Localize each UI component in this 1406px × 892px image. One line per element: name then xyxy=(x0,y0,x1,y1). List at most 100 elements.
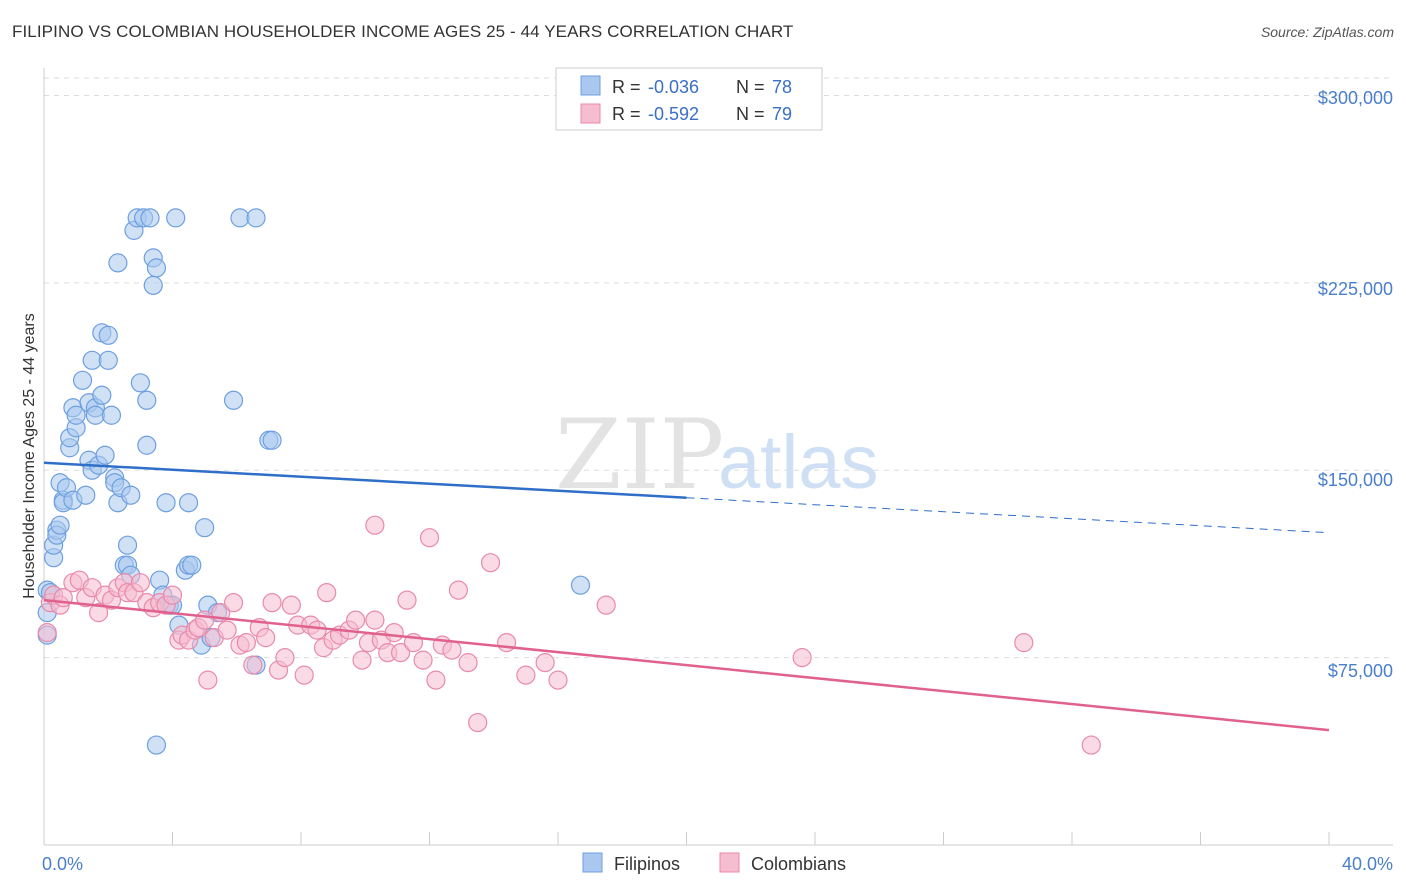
colombian-point xyxy=(275,648,295,668)
filipino-point xyxy=(178,493,199,513)
colombian-point xyxy=(480,553,501,573)
colombian-point xyxy=(497,633,517,653)
bottom-legend-filipinos: Filipinos xyxy=(614,854,680,874)
filipino-point xyxy=(195,518,215,538)
colombian-point xyxy=(37,623,57,643)
legend-swatch-colombians xyxy=(580,103,601,124)
filipino-point xyxy=(66,405,86,425)
y-axis-title: Householder Income Ages 25 - 44 years xyxy=(21,313,38,599)
x-tick-label-max: 40.0% xyxy=(1342,854,1393,874)
legend-n-value: 78 xyxy=(772,77,792,97)
chart-title: FILIPINO VS COLOMBIAN HOUSEHOLDER INCOME… xyxy=(12,22,794,41)
colombian-point xyxy=(535,653,555,673)
bottom-legend-colombians: Colombians xyxy=(751,854,846,874)
trend-lines xyxy=(43,461,1330,732)
colombian-point xyxy=(397,590,417,610)
y-tick-labels: $300,000 $225,000 $150,000 $75,000 xyxy=(1318,88,1393,681)
colombian-point xyxy=(365,515,385,535)
legend-r-value: -0.592 xyxy=(648,104,699,124)
y-tick-label: $300,000 xyxy=(1318,88,1393,108)
filipino-point xyxy=(137,435,157,455)
colombian-point xyxy=(426,670,446,690)
filipino-points xyxy=(37,208,591,755)
x-tick-marks xyxy=(43,832,1330,845)
filipino-point xyxy=(146,735,167,755)
filipino-point xyxy=(140,208,160,228)
filipino-trend-line xyxy=(43,461,687,499)
filipino-point xyxy=(246,208,266,228)
legend-n-label: N = xyxy=(736,77,765,97)
colombian-point xyxy=(262,593,282,613)
filipino-point xyxy=(82,350,102,370)
y-tick-label: $150,000 xyxy=(1318,470,1393,490)
stats-legend: R = -0.036 N = 78 R = -0.592 N = 79 xyxy=(555,67,823,131)
filipino-trend-extension xyxy=(686,497,1330,534)
colombian-point xyxy=(365,610,385,630)
colombian-point xyxy=(198,670,218,690)
legend-n-label: N = xyxy=(736,104,765,124)
filipino-point xyxy=(85,405,106,425)
colombian-point xyxy=(352,650,372,670)
colombian-point xyxy=(458,653,478,673)
colombian-point xyxy=(256,628,276,648)
colombian-point xyxy=(346,610,366,630)
colombian-point xyxy=(419,528,440,548)
legend-swatch-filipinos xyxy=(580,75,601,96)
filipino-point xyxy=(72,370,93,390)
colombian-point xyxy=(596,595,616,615)
legend-r-value: -0.036 xyxy=(648,77,699,97)
filipino-point xyxy=(146,258,167,278)
colombian-point xyxy=(236,633,256,653)
colombian-point xyxy=(307,620,327,640)
colombian-point xyxy=(468,712,488,733)
series-legend: Filipinos Colombians xyxy=(582,852,846,874)
filipino-point xyxy=(223,390,244,410)
legend-r-label: R = xyxy=(612,104,641,124)
legend-n-value: 79 xyxy=(772,104,792,124)
filipino-point xyxy=(101,405,122,425)
colombian-point xyxy=(317,583,337,603)
filipino-point xyxy=(156,493,176,513)
colombian-point xyxy=(162,585,183,605)
colombian-point xyxy=(89,603,109,623)
filipino-point xyxy=(95,445,115,465)
colombian-point xyxy=(1014,633,1034,653)
filipino-point xyxy=(92,385,112,405)
bottom-legend-swatch-filipinos xyxy=(582,852,603,873)
colombian-point xyxy=(1081,735,1101,755)
colombian-point xyxy=(548,670,568,690)
grid-lines xyxy=(44,77,1393,659)
colombian-trend-line xyxy=(43,598,1330,732)
filipino-point xyxy=(98,325,118,345)
colombian-point xyxy=(294,665,314,685)
x-tick-label-min: 0.0% xyxy=(42,854,83,874)
colombian-point xyxy=(390,643,411,663)
colombian-point xyxy=(448,580,469,600)
colombian-points xyxy=(37,515,1101,755)
filipino-point xyxy=(121,485,141,505)
filipino-point xyxy=(76,485,96,505)
colombian-point xyxy=(195,610,215,630)
colombian-point xyxy=(217,620,237,640)
filipino-point xyxy=(137,390,157,410)
colombian-point xyxy=(243,655,263,675)
colombian-point xyxy=(223,593,244,613)
filipino-point xyxy=(130,373,150,393)
colombian-point xyxy=(442,640,462,660)
colombian-point xyxy=(413,650,433,670)
colombian-point xyxy=(516,665,536,685)
filipino-point xyxy=(143,275,163,295)
y-tick-label: $75,000 xyxy=(1328,661,1393,681)
filipino-point xyxy=(108,253,128,273)
filipino-point xyxy=(98,350,118,370)
filipino-point xyxy=(166,208,186,228)
source-label: Source: ZipAtlas.com xyxy=(1260,24,1394,40)
legend-r-label: R = xyxy=(612,77,641,97)
colombian-point xyxy=(130,573,150,593)
filipino-point xyxy=(117,535,138,555)
colombian-point xyxy=(384,623,404,643)
watermark-atlas: atlas xyxy=(718,420,879,505)
filipino-point xyxy=(570,575,591,595)
filipino-point xyxy=(230,208,250,228)
